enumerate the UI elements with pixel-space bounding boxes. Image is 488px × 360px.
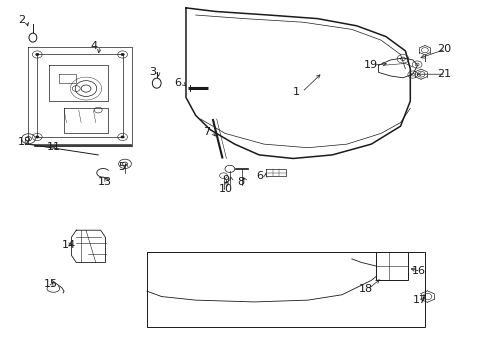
Text: 8: 8 <box>237 177 244 187</box>
Text: 15: 15 <box>43 279 58 289</box>
Text: 9: 9 <box>222 175 229 185</box>
Text: 10: 10 <box>219 184 233 194</box>
Text: 13: 13 <box>98 177 112 187</box>
Text: 7: 7 <box>203 127 210 136</box>
Circle shape <box>35 135 39 138</box>
Text: 14: 14 <box>61 239 76 249</box>
Circle shape <box>121 135 124 138</box>
Circle shape <box>35 53 39 56</box>
Bar <box>147 252 424 327</box>
Text: 1: 1 <box>293 87 300 97</box>
Text: 6: 6 <box>173 78 181 88</box>
Text: 3: 3 <box>149 67 156 77</box>
Ellipse shape <box>29 33 37 42</box>
Bar <box>375 252 407 280</box>
Text: 12: 12 <box>18 138 32 147</box>
Text: 20: 20 <box>436 44 450 54</box>
Text: 6: 6 <box>256 171 263 181</box>
Ellipse shape <box>152 78 161 88</box>
Text: 18: 18 <box>358 284 372 294</box>
Text: 17: 17 <box>412 295 426 305</box>
Text: 16: 16 <box>411 266 425 276</box>
Circle shape <box>121 53 124 56</box>
Text: 21: 21 <box>436 69 450 79</box>
Text: 4: 4 <box>91 41 98 50</box>
Text: 2: 2 <box>18 15 25 26</box>
Text: 19: 19 <box>363 60 377 70</box>
Text: 5: 5 <box>118 162 124 172</box>
Text: 11: 11 <box>47 142 61 152</box>
